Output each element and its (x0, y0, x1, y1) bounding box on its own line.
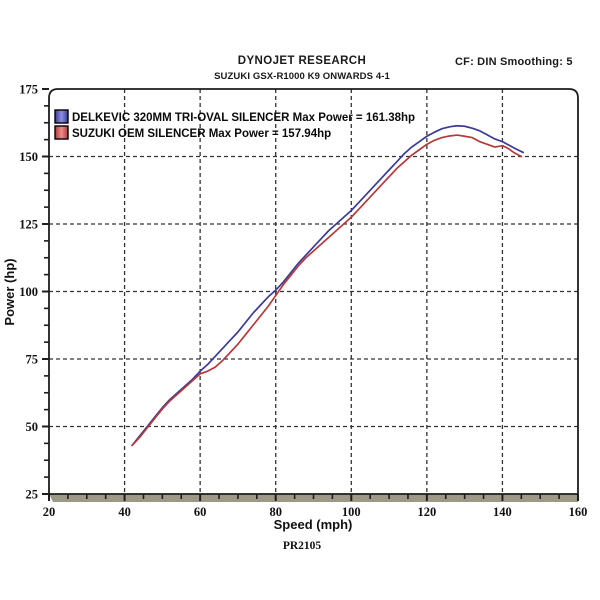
x-axis-tick-label: 60 (194, 505, 207, 519)
chart-title: DYNOJET RESEARCH (238, 55, 366, 67)
plot-field (49, 89, 578, 494)
correction-factor-label: CF: DIN Smoothing: 5 (455, 56, 573, 68)
y-axis-tick-label: 175 (19, 83, 38, 97)
chart-legend: DELKEVIC 320MM TRI-OVAL SILENCER Max Pow… (54, 109, 415, 140)
chart-subtitle: SUZUKI GSX-R1000 K9 ONWARDS 4-1 (214, 71, 390, 82)
plot-area: 25 50 75 100 125 150 175 20 40 60 80 100 120 140 160 (19, 83, 587, 520)
y-axis-tick-label: 50 (26, 420, 39, 434)
y-axis-title: Power (hp) (2, 258, 17, 325)
y-axis-tick-label: 125 (19, 218, 38, 232)
y-axis-tick-label: 25 (26, 488, 39, 502)
footer-code: PR2105 (283, 540, 322, 552)
x-axis-tick-label: 120 (417, 505, 436, 519)
data-curve-1 (131, 124, 525, 447)
legend-swatch-1 (54, 109, 69, 124)
x-axis-tick-label: 140 (493, 505, 512, 519)
x-axis-tick-label: 20 (43, 505, 56, 519)
legend-label-2: SUZUKI OEM SILENCER Max Power = 157.94hp (72, 128, 331, 140)
data-curve-2 (131, 134, 523, 447)
legend-swatch-2 (54, 125, 69, 140)
plot-frame (48, 88, 579, 494)
y-axis-tick-label: 150 (19, 150, 38, 164)
x-axis-title: Speed (mph) (274, 517, 353, 532)
x-axis-tick-label: 40 (118, 505, 131, 519)
x-axis-tick-label: 80 (269, 505, 282, 519)
y-axis-tick-label: 100 (19, 285, 38, 299)
x-axis-tick-label: 160 (569, 505, 588, 519)
y-axis-tick-label: 75 (26, 353, 39, 367)
x-axis-tick-label: 100 (342, 505, 361, 519)
legend-label-1: DELKEVIC 320MM TRI-OVAL SILENCER Max Pow… (72, 112, 415, 124)
